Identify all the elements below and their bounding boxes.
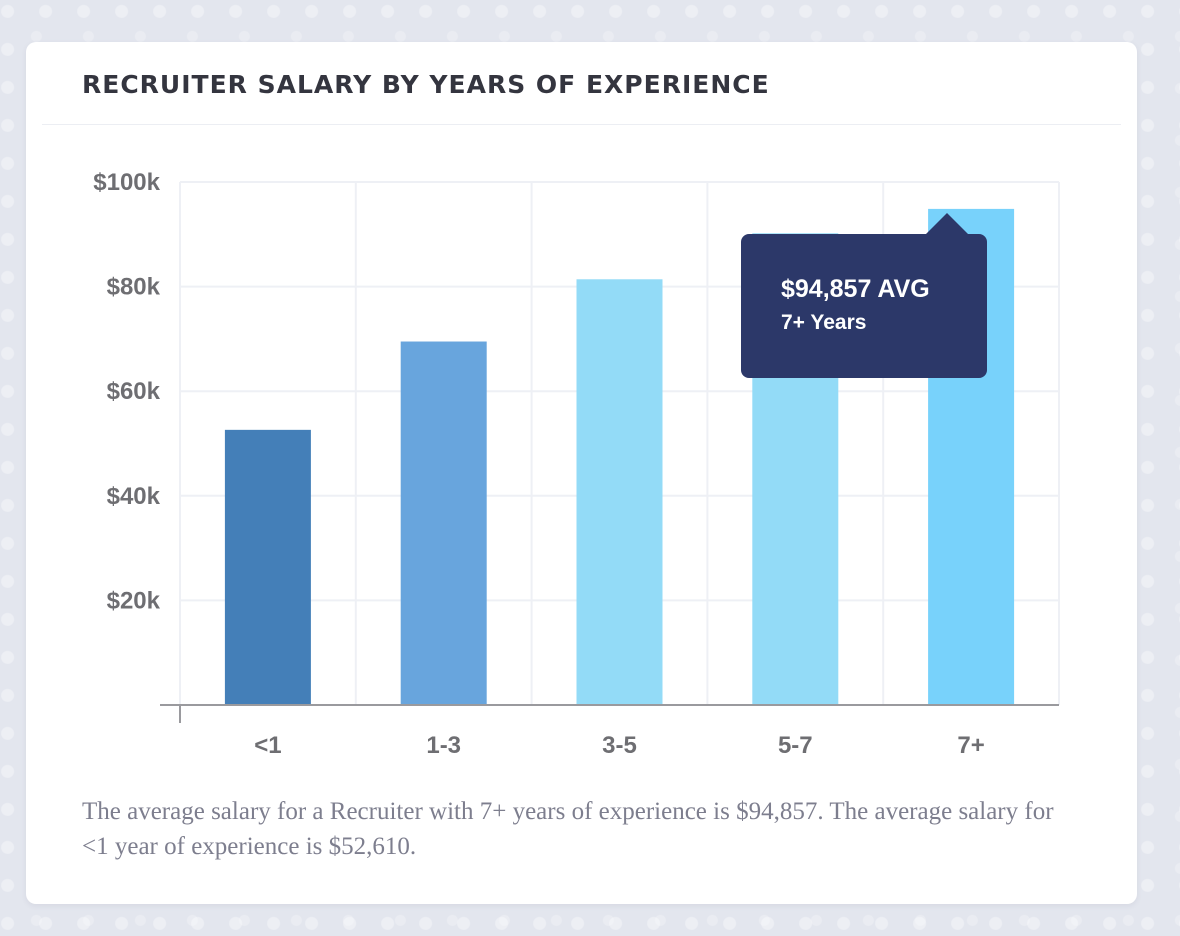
label-layer: $20k $40k $60k $80k $100k <1 1-3 3-5 5-7 7+ — [93, 169, 985, 759]
chart-caption: The average salary for a Recruiter with … — [82, 798, 1054, 860]
tooltip-value: $94,857 AVG — [781, 275, 930, 303]
tooltip-category: 7+ Years — [781, 311, 867, 334]
axis-layer — [160, 704, 1059, 723]
salary-bar-chart: $20k $40k $60k $80k $100k <1 1-3 3-5 5-7 7+ — [93, 169, 1060, 759]
bar-3 — [576, 279, 663, 705]
x-tick-label: 5-7 — [778, 732, 813, 759]
y-tick-label: $80k — [107, 274, 161, 301]
bar-1 — [224, 429, 311, 705]
x-tick-label: 7+ — [957, 732, 984, 759]
chart-title: RECRUITER SALARY BY YEARS OF EXPERIENCE — [82, 70, 770, 99]
x-tick-label: <1 — [254, 732, 281, 759]
y-tick-label: $100k — [93, 169, 160, 196]
title-divider — [42, 124, 1121, 125]
y-tick-label: $20k — [107, 587, 161, 614]
y-tick-label: $60k — [107, 378, 161, 405]
x-tick-label: 3-5 — [602, 732, 637, 759]
bar-tooltip: $94,857 AVG 7+ Years — [741, 213, 987, 378]
y-tick-label: $40k — [107, 483, 161, 510]
bar-2 — [400, 341, 487, 705]
chart-card: RECRUITER SALARY BY YEARS OF EXPERIENCE … — [26, 42, 1137, 904]
x-tick-label: 1-3 — [426, 732, 461, 759]
